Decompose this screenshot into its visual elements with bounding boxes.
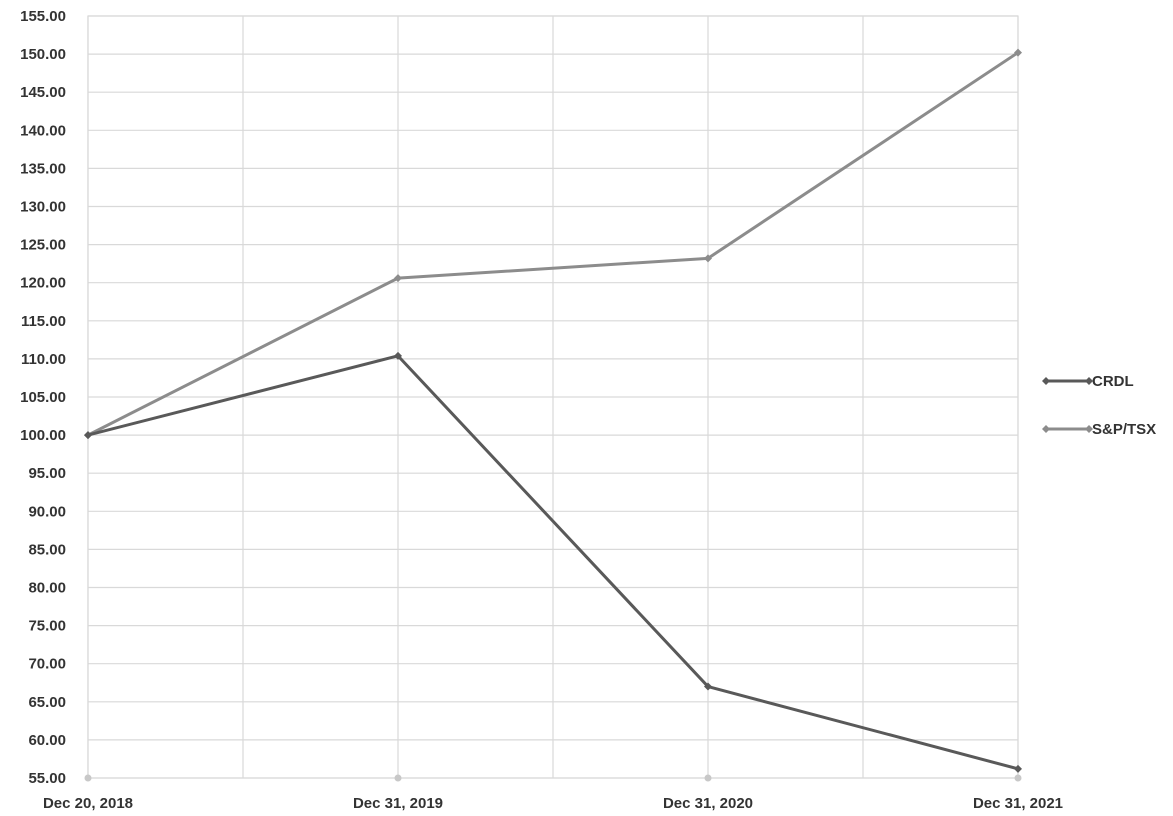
grid-lines (87, 15, 1019, 779)
y-tick-label: 130.00 (20, 199, 66, 216)
data-point (704, 682, 712, 691)
series-lines (84, 48, 1022, 773)
x-tick-label: Dec 20, 2018 (43, 795, 133, 812)
x-tick-label: Dec 31, 2019 (353, 795, 443, 812)
legend-marker (1042, 425, 1050, 433)
legend-marker (1042, 377, 1050, 385)
y-tick-label: 75.00 (28, 618, 66, 635)
y-tick-label: 85.00 (28, 541, 66, 558)
y-tick-label: 125.00 (20, 237, 66, 254)
y-tick-label: 105.00 (20, 389, 66, 406)
y-tick-label: 55.00 (28, 770, 66, 787)
y-tick-label: 110.00 (21, 351, 66, 368)
y-tick-label: 90.00 (28, 503, 66, 520)
y-axis-ticks: 55.00 60.00 65.00 70.00 75.00 80.00 85.00 90.00… (20, 8, 66, 787)
y-tick-label: 120.00 (20, 275, 66, 292)
legend-label: CRDL (1092, 373, 1134, 390)
legend-label: S&P/TSX (1092, 421, 1156, 438)
data-point (394, 351, 402, 360)
axis-marker (704, 774, 712, 782)
y-tick-label: 60.00 (28, 732, 66, 749)
legend-item: S&P/TSX (1042, 421, 1156, 438)
axis-marker (1014, 774, 1022, 782)
legend-marker (1085, 377, 1093, 385)
axis-marker (84, 774, 92, 782)
legend: CRDL S&P/TSX (1042, 373, 1156, 438)
data-point (704, 254, 712, 263)
series-line (87, 51, 1019, 437)
y-tick-label: 145.00 (20, 84, 66, 101)
y-tick-label: 135.00 (20, 160, 66, 177)
y-tick-label: 115.00 (21, 313, 66, 330)
x-tick-label: Dec 31, 2021 (973, 795, 1063, 812)
y-tick-label: 80.00 (28, 580, 66, 597)
y-tick-label: 100.00 (20, 427, 66, 444)
y-tick-label: 95.00 (28, 465, 66, 482)
y-tick-label: 140.00 (20, 122, 66, 139)
x-axis-ticks: Dec 20, 2018 Dec 31, 2019 Dec 31, 2020 Dec … (43, 774, 1063, 812)
data-point (1014, 764, 1022, 773)
x-tick-label: Dec 31, 2020 (663, 795, 753, 812)
legend-item: CRDL (1042, 373, 1134, 390)
series-line (87, 354, 1019, 771)
y-tick-label: 65.00 (28, 694, 66, 711)
data-point (394, 274, 402, 283)
y-tick-label: 155.00 (20, 8, 66, 25)
y-tick-label: 70.00 (28, 656, 66, 673)
axis-marker (394, 774, 402, 782)
data-point (1014, 48, 1022, 57)
data-point (84, 431, 92, 440)
legend-marker (1085, 425, 1093, 433)
y-tick-label: 150.00 (20, 46, 66, 63)
